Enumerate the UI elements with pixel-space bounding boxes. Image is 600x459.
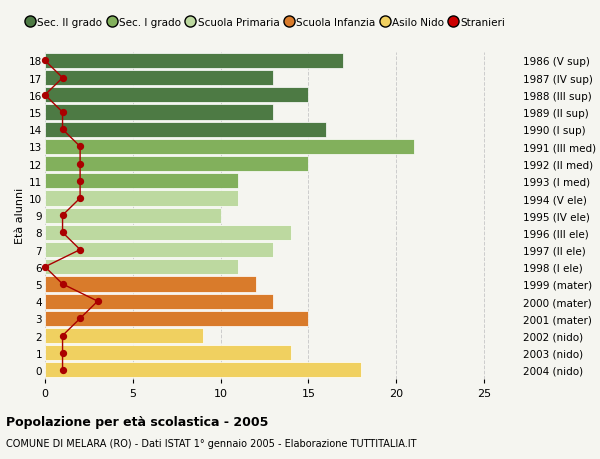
- Point: [58, 126, 67, 134]
- Bar: [45, 346, 291, 360]
- Point: [58, 109, 67, 117]
- Bar: [45, 260, 238, 275]
- Point: [40, 58, 50, 65]
- Bar: [45, 363, 361, 378]
- Point: [93, 298, 103, 305]
- Bar: [45, 191, 238, 206]
- Text: Popolazione per età scolastica - 2005: Popolazione per età scolastica - 2005: [6, 415, 268, 428]
- Point: [76, 178, 85, 185]
- Point: [58, 75, 67, 82]
- Legend: Sec. II grado, Sec. I grado, Scuola Primaria, Scuola Infanzia, Asilo Nido, Stran: Sec. II grado, Sec. I grado, Scuola Prim…: [22, 14, 510, 32]
- Bar: [45, 140, 413, 155]
- Bar: [45, 208, 221, 223]
- Bar: [45, 328, 203, 343]
- Point: [76, 246, 85, 254]
- Point: [76, 144, 85, 151]
- Point: [58, 332, 67, 340]
- Bar: [45, 54, 343, 69]
- Point: [76, 315, 85, 322]
- Point: [58, 212, 67, 219]
- Bar: [45, 277, 256, 292]
- Bar: [45, 123, 326, 138]
- Text: COMUNE DI MELARA (RO) - Dati ISTAT 1° gennaio 2005 - Elaborazione TUTTITALIA.IT: COMUNE DI MELARA (RO) - Dati ISTAT 1° ge…: [6, 438, 416, 448]
- Point: [58, 349, 67, 357]
- Bar: [45, 105, 273, 120]
- Bar: [45, 71, 273, 86]
- Point: [40, 263, 50, 271]
- Point: [58, 280, 67, 288]
- Bar: [45, 174, 238, 189]
- Y-axis label: Età alunni: Età alunni: [15, 188, 25, 244]
- Bar: [45, 88, 308, 103]
- Point: [76, 195, 85, 202]
- Point: [76, 161, 85, 168]
- Bar: [45, 225, 291, 241]
- Point: [40, 92, 50, 99]
- Bar: [45, 311, 308, 326]
- Bar: [45, 157, 308, 172]
- Bar: [45, 294, 273, 309]
- Bar: [45, 242, 273, 257]
- Point: [58, 229, 67, 236]
- Point: [58, 366, 67, 374]
